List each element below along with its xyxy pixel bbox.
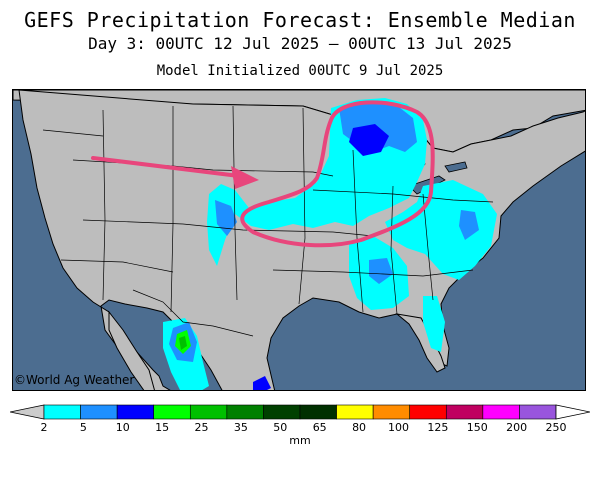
lake-erie: [408, 175, 446, 195]
model-init-time: Model Initialized 00UTC 9 Jul 2025: [156, 63, 444, 79]
precip-colorbar: 2 5 10 15 25 35 50 65 80 100 125 150 200 250: [10, 404, 590, 433]
colorbar-swatch: [409, 404, 447, 420]
colorbar-units: mm: [289, 434, 311, 447]
colorbar-low-triangle: [10, 404, 45, 420]
map-title: GEFS Precipitation Forecast: Ensemble Me…: [24, 8, 576, 32]
credit-text: ©World Ag Weather: [14, 373, 135, 387]
colorbar-swatch: [116, 404, 155, 420]
colorbar-swatch: [519, 404, 557, 420]
colorbar-tick-label: 10: [116, 421, 130, 433]
colorbar-swatch: [226, 404, 264, 420]
colorbar-swatch: [80, 404, 118, 420]
baja-land: [108, 310, 155, 390]
storm-track-arrowhead: [231, 166, 259, 189]
colorbar-tick-label: 200: [506, 421, 527, 433]
colorbar-tick-label: 65: [313, 421, 327, 433]
colorbar-swatch: [482, 404, 520, 420]
colorbar-tick-label: 150: [467, 421, 488, 433]
colorbar-swatch: [336, 404, 374, 420]
colorbar-swatch: [445, 404, 484, 420]
colorbar-high-triangle: [555, 404, 590, 420]
colorbar-tick-label: 125: [427, 421, 448, 433]
colorbar-tick-label: 25: [195, 421, 209, 433]
map-canvas: [13, 90, 585, 390]
colorbar-tick-label: 2: [41, 421, 48, 433]
forecast-annotation: [91, 100, 435, 248]
colorbar-swatches: [43, 404, 557, 420]
colorbar-tick-label: 35: [234, 421, 248, 433]
colorbar-swatch: [153, 404, 191, 420]
colorbar-tick-label: 15: [155, 421, 169, 433]
colorbar-tick-label: 250: [546, 421, 567, 433]
colorbar-swatch: [372, 404, 411, 420]
storm-track-arrow-line: [91, 156, 241, 178]
colorbar-tick-label: 50: [273, 421, 287, 433]
colorbar-ticks: 2 5 10 15 25 35 50 65 80 100 125 150 200 250: [41, 421, 567, 433]
colorbar-tick-label: 5: [80, 421, 87, 433]
colorbar-swatch: [299, 404, 337, 420]
lake-ontario: [444, 161, 468, 173]
colorbar-swatch: [263, 404, 301, 420]
colorbar-tick-label: 80: [352, 421, 366, 433]
colorbar-tick-label: 100: [388, 421, 409, 433]
colorbar-swatch: [43, 404, 81, 420]
colorbar-swatch: [189, 404, 228, 420]
precipitation-map: [12, 89, 586, 391]
heavy-rain-outline: [240, 100, 435, 248]
forecast-period: Day 3: 00UTC 12 Jul 2025 — 00UTC 13 Jul …: [88, 34, 512, 53]
precip-shading: [163, 98, 497, 390]
